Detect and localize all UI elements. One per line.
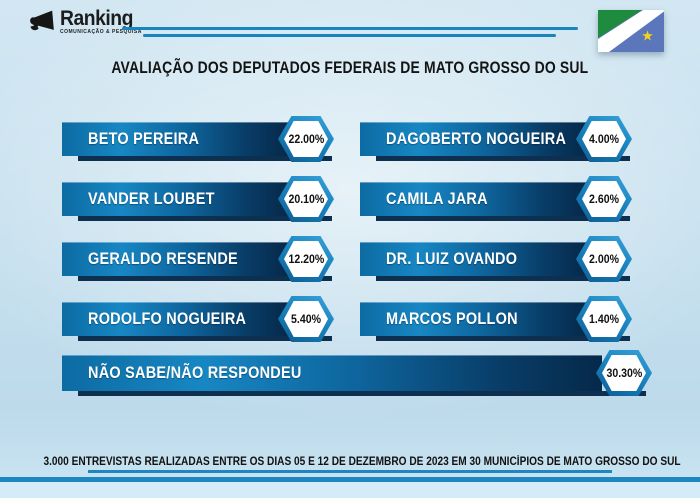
bar-beto-pereira: BETO PEREIRA 22.00% (62, 116, 334, 162)
bar-dr-luiz-ovando: DR. LUIZ OVANDO 2.00% (360, 236, 632, 282)
bar-geraldo-resende: GERALDO RESENDE 12.20% (62, 236, 334, 282)
value-badge: 22.00% (278, 116, 334, 162)
header-rule-top (122, 27, 578, 30)
value-label: 2.00% (589, 252, 619, 266)
bottom-band (0, 482, 700, 498)
value-label: 1.40% (589, 312, 619, 326)
deputy-name: GERALDO RESENDE (88, 249, 238, 268)
value-label: 2.60% (589, 192, 619, 206)
value-label: 30.30% (606, 366, 642, 380)
bar-nao-sabe-nao-respondeu: NÃO SABE/NÃO RESPONDEU 30.30% (62, 350, 652, 396)
value-badge: 20.10% (278, 176, 334, 222)
value-badge: 2.60% (576, 176, 632, 222)
value-label: 12.20% (288, 252, 324, 266)
page-title: AVALIAÇÃO DOS DEPUTADOS FEDERAIS DE MATO… (111, 58, 589, 77)
deputy-name: MARCOS POLLON (386, 309, 518, 328)
svg-text:★: ★ (641, 29, 654, 45)
deputy-name: VANDER LOUBET (88, 189, 215, 208)
value-label: 4.00% (589, 132, 619, 146)
value-badge: 30.30% (596, 350, 652, 396)
header-rule-bottom (143, 34, 556, 37)
value-badge: 12.20% (278, 236, 334, 282)
value-badge: 1.40% (576, 296, 632, 342)
bar-camila-jara: CAMILA JARA 2.60% (360, 176, 632, 222)
logo-tagline: COMUNICAÇÃO & PESQUISA (60, 29, 142, 35)
value-badge: 5.40% (278, 296, 334, 342)
value-badge: 4.00% (576, 116, 632, 162)
ranking-logo: Ranking COMUNICAÇÃO & PESQUISA (28, 8, 142, 35)
bar-marcos-pollon: MARCOS POLLON 1.40% (360, 296, 632, 342)
deputy-name: RODOLFO NOGUEIRA (88, 309, 247, 328)
value-label: 20.10% (288, 192, 324, 206)
mato-grosso-do-sul-flag: ★ (598, 10, 664, 52)
bar-dagoberto-nogueira: DAGOBERTO NOGUEIRA 4.00% (360, 116, 632, 162)
deputy-name: BETO PEREIRA (88, 129, 200, 148)
methodology-note: 3.000 ENTREVISTAS REALIZADAS ENTRE OS DI… (43, 456, 681, 468)
category-name: NÃO SABE/NÃO RESPONDEU (88, 363, 302, 382)
value-label: 5.40% (291, 312, 321, 326)
bar-rodolfo-nogueira: RODOLFO NOGUEIRA 5.40% (62, 296, 334, 342)
bar-vander-loubet: VANDER LOUBET 20.10% (62, 176, 334, 222)
deputy-name: DR. LUIZ OVANDO (386, 249, 518, 268)
footer-rule-full (0, 477, 700, 482)
footer-rule-short (88, 470, 612, 473)
value-badge: 2.00% (576, 236, 632, 282)
logo-name: Ranking (60, 7, 133, 30)
deputy-name: CAMILA JARA (386, 189, 488, 208)
value-label: 22.00% (288, 132, 324, 146)
deputy-name: DAGOBERTO NOGUEIRA (386, 129, 567, 148)
megaphone-icon (30, 10, 54, 31)
